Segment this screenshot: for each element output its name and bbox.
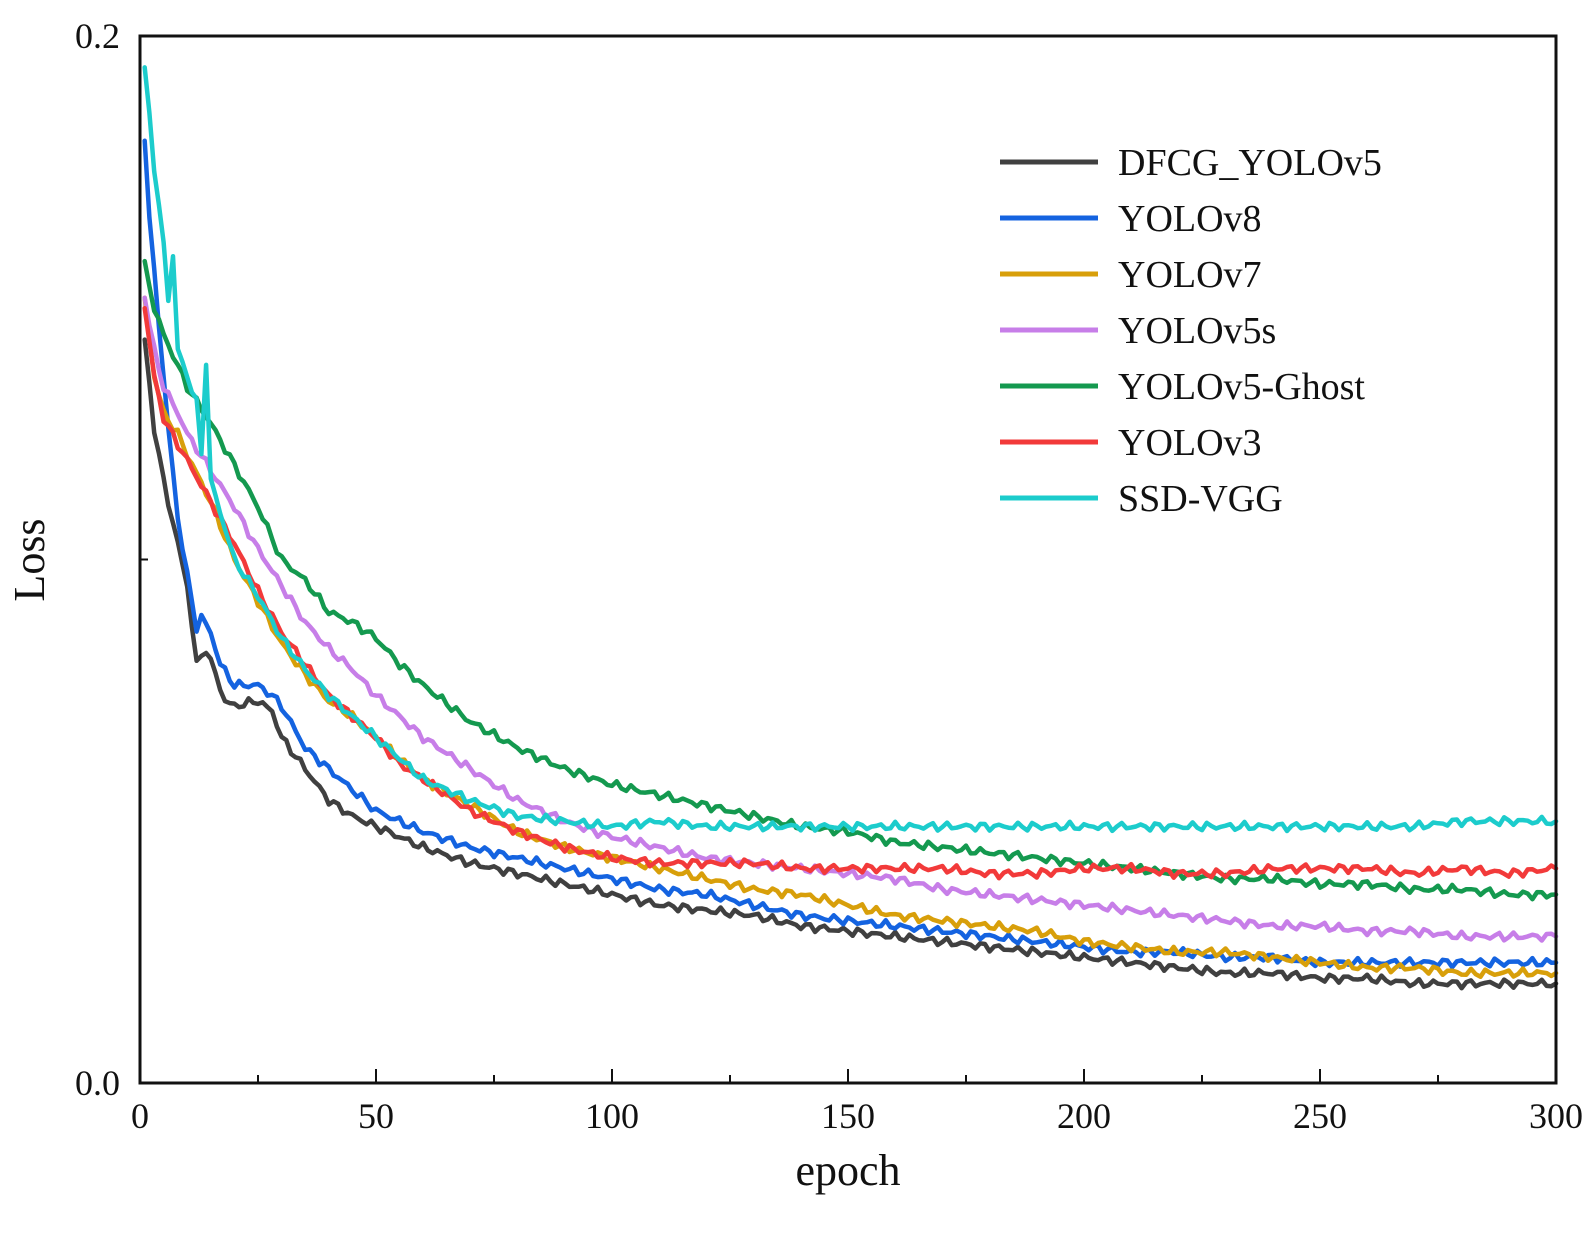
x-axis-title: epoch [795,1146,900,1195]
legend-label-yolov5-ghost: YOLOv5-Ghost [1118,366,1365,408]
x-tick-label: 50 [358,1096,394,1136]
series-line-yolov5-ghost [142,258,1559,902]
x-tick-label: 200 [1057,1096,1111,1136]
y-tick-label: 0.2 [75,16,120,56]
x-tick-label: 0 [131,1096,149,1136]
series-line-ssd-vgg [142,65,1559,834]
y-axis-ticks: 0.0 0.2 [75,16,154,1103]
x-tick-label: 250 [1293,1096,1347,1136]
y-tick-label: 0.0 [75,1063,120,1103]
series-line-yolov8 [142,138,1559,970]
x-tick-label: 300 [1529,1096,1583,1136]
legend-label-yolov5s: YOLOv5s [1118,310,1276,352]
series-line-yolov5s [142,295,1559,943]
x-tick-label: 100 [585,1096,639,1136]
x-axis-ticks: 0 50 100 150 200 250 300 [131,1069,1583,1136]
legend: DFCG_YOLOv5 YOLOv8 YOLOv7 YOLOv5s YOLOv5-Gho… [1000,142,1382,520]
legend-label-ssd-vgg: SSD-VGG [1118,478,1283,520]
legend-label-yolov3: YOLOv3 [1118,422,1262,464]
x-tick-label: 150 [821,1096,875,1136]
series-line-yolov3 [142,305,1559,881]
legend-label-yolov8: YOLOv8 [1118,198,1262,240]
legend-label-yolov7: YOLOv7 [1118,254,1262,296]
legend-label-dfcg-yolov5: DFCG_YOLOv5 [1118,142,1382,184]
series-line-dfcg-yolov5 [142,337,1559,991]
y-axis-title: Loss [5,518,54,601]
series-layer [142,65,1559,991]
plot-frame [138,34,1558,1085]
